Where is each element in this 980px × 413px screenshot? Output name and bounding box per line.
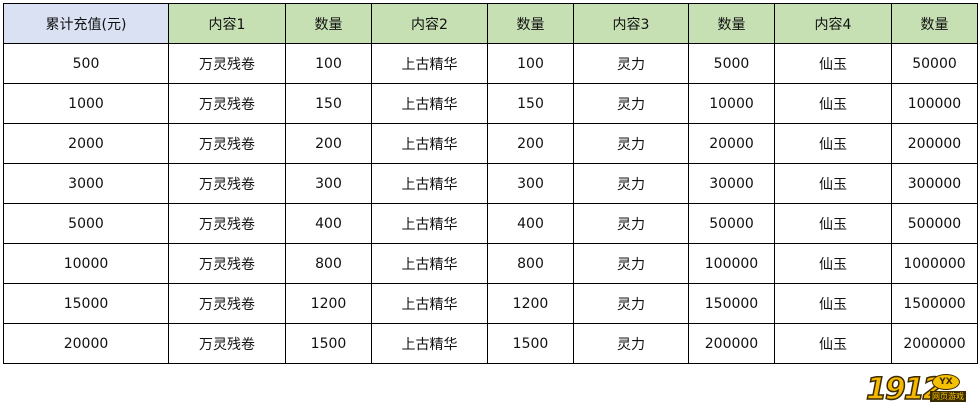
table-cell: 仙玉 (774, 283, 892, 324)
table-cell: 150000 (688, 283, 775, 324)
table-cell: 上古精华 (371, 283, 488, 324)
table-cell: 500 (3, 43, 169, 84)
table-cell: 300 (285, 163, 372, 204)
table-cell: 10000 (688, 83, 775, 124)
table-cell: 1500000 (891, 283, 978, 324)
table-cell: 50000 (688, 203, 775, 244)
table-cell: 万灵残卷 (168, 323, 286, 364)
table-row: 15000 万灵残卷 1200 上古精华 1200 灵力 150000 仙玉 1500000 (3, 283, 978, 324)
table-cell: 仙玉 (774, 163, 892, 204)
header-row: 累计充值(元) 内容1 数量 内容2 数量 内容3 数量 内容4 数量 (3, 3, 978, 44)
table-cell: 300 (487, 163, 574, 204)
table-cell: 灵力 (573, 83, 689, 124)
column-header: 数量 (688, 3, 775, 44)
recharge-reward-table: 累计充值(元) 内容1 数量 内容2 数量 内容3 数量 内容4 数量 500 万灵残卷 100 上古… (3, 3, 978, 364)
table-cell: 1000000 (891, 243, 978, 284)
table-cell: 仙玉 (774, 243, 892, 284)
table-row: 10000 万灵残卷 800 上古精华 800 灵力 100000 仙玉 1000000 (3, 243, 978, 284)
column-header: 内容2 (371, 3, 488, 44)
table-cell: 灵力 (573, 123, 689, 164)
table-cell: 上古精华 (371, 43, 488, 84)
table-cell: 150 (487, 83, 574, 124)
table-cell: 1200 (285, 283, 372, 324)
table-cell: 20000 (688, 123, 775, 164)
table-cell: 100 (487, 43, 574, 84)
table-cell: 15000 (3, 283, 169, 324)
table-cell: 1200 (487, 283, 574, 324)
column-header: 累计充值(元) (3, 3, 169, 44)
table-cell: 万灵残卷 (168, 243, 286, 284)
table-cell: 万灵残卷 (168, 163, 286, 204)
table-cell: 仙玉 (774, 203, 892, 244)
column-header: 内容1 (168, 3, 286, 44)
table-cell: 灵力 (573, 43, 689, 84)
table-row: 3000 万灵残卷 300 上古精华 300 灵力 30000 仙玉 300000 (3, 163, 978, 204)
table-row: 1000 万灵残卷 150 上古精华 150 灵力 10000 仙玉 100000 (3, 83, 978, 124)
table-cell: 100000 (688, 243, 775, 284)
table-cell: 万灵残卷 (168, 83, 286, 124)
table-cell: 灵力 (573, 203, 689, 244)
site-logo: 1912 YX 网页游戏 (865, 371, 976, 408)
table-cell: 万灵残卷 (168, 283, 286, 324)
table-cell: 1000 (3, 83, 169, 124)
table-cell: 1500 (285, 323, 372, 364)
table-cell: 万灵残卷 (168, 43, 286, 84)
table-cell: 上古精华 (371, 203, 488, 244)
table-cell: 400 (285, 203, 372, 244)
column-header: 数量 (487, 3, 574, 44)
table-row: 5000 万灵残卷 400 上古精华 400 灵力 50000 仙玉 500000 (3, 203, 978, 244)
table-cell: 800 (285, 243, 372, 284)
table-cell: 万灵残卷 (168, 123, 286, 164)
table-cell: 30000 (688, 163, 775, 204)
table-cell: 上古精华 (371, 323, 488, 364)
logo-tagline: 网页游戏 (930, 391, 966, 402)
table-cell: 仙玉 (774, 123, 892, 164)
table-cell: 500000 (891, 203, 978, 244)
table-cell: 2000000 (891, 323, 978, 364)
table-cell: 上古精华 (371, 83, 488, 124)
table-cell: 200 (487, 123, 574, 164)
table-cell: 10000 (3, 243, 169, 284)
table-cell: 300000 (891, 163, 978, 204)
table-cell: 5000 (3, 203, 169, 244)
table-cell: 150 (285, 83, 372, 124)
table-cell: 上古精华 (371, 123, 488, 164)
table-cell: 50000 (891, 43, 978, 84)
column-header: 数量 (285, 3, 372, 44)
table-cell: 仙玉 (774, 43, 892, 84)
table-cell: 仙玉 (774, 323, 892, 364)
table-cell: 1500 (487, 323, 574, 364)
table-cell: 200000 (891, 123, 978, 164)
table-cell: 100000 (891, 83, 978, 124)
table-cell: 灵力 (573, 243, 689, 284)
table-cell: 200000 (688, 323, 775, 364)
table-cell: 万灵残卷 (168, 203, 286, 244)
table-cell: 800 (487, 243, 574, 284)
table-cell: 400 (487, 203, 574, 244)
table-cell: 灵力 (573, 323, 689, 364)
column-header: 数量 (891, 3, 978, 44)
table-cell: 仙玉 (774, 83, 892, 124)
column-header: 内容3 (573, 3, 689, 44)
table-cell: 5000 (688, 43, 775, 84)
table-cell: 灵力 (573, 283, 689, 324)
table-row: 500 万灵残卷 100 上古精华 100 灵力 5000 仙玉 50000 (3, 43, 978, 84)
table-cell: 100 (285, 43, 372, 84)
table-cell: 上古精华 (371, 163, 488, 204)
table-cell: 3000 (3, 163, 169, 204)
table-row: 2000 万灵残卷 200 上古精华 200 灵力 20000 仙玉 200000 (3, 123, 978, 164)
table-cell: 灵力 (573, 163, 689, 204)
table-cell: 上古精华 (371, 243, 488, 284)
logo-badge: YX (932, 374, 960, 390)
table-row: 20000 万灵残卷 1500 上古精华 1500 灵力 200000 仙玉 2000000 (3, 323, 978, 364)
column-header: 内容4 (774, 3, 892, 44)
table-cell: 2000 (3, 123, 169, 164)
table-cell: 20000 (3, 323, 169, 364)
table-cell: 200 (285, 123, 372, 164)
